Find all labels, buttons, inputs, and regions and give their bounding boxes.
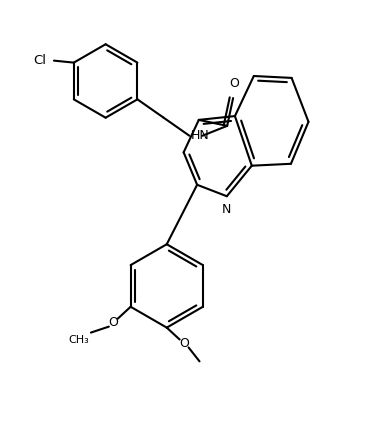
Text: O: O	[180, 337, 190, 350]
Text: HN: HN	[190, 129, 209, 142]
Text: O: O	[229, 77, 239, 90]
Text: CH₃: CH₃	[68, 335, 89, 345]
Text: O: O	[108, 316, 118, 329]
Text: Cl: Cl	[33, 54, 46, 67]
Text: N: N	[222, 203, 232, 216]
